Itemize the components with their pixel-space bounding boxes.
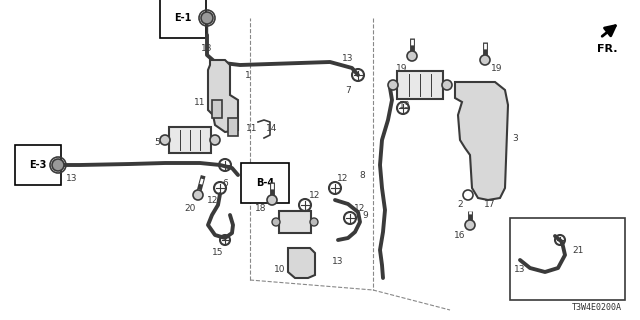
Text: 13: 13: [399, 100, 411, 109]
Text: E-1: E-1: [174, 13, 192, 23]
Polygon shape: [455, 82, 508, 200]
Bar: [212, 100, 222, 118]
Text: 19: 19: [396, 63, 408, 73]
Text: 7: 7: [345, 85, 351, 94]
Circle shape: [388, 80, 398, 90]
Text: 14: 14: [266, 124, 278, 132]
Circle shape: [267, 195, 277, 205]
Circle shape: [480, 55, 490, 65]
Polygon shape: [288, 248, 315, 278]
Circle shape: [201, 12, 213, 24]
Text: 11: 11: [195, 98, 205, 107]
Text: 12: 12: [207, 196, 219, 204]
Text: 12: 12: [309, 190, 321, 199]
Text: 12: 12: [355, 204, 365, 212]
Circle shape: [272, 218, 280, 226]
Text: 1: 1: [245, 70, 251, 79]
Bar: [510, 218, 625, 300]
Text: B-4: B-4: [256, 178, 274, 188]
Text: 4: 4: [462, 81, 468, 90]
Text: 9: 9: [362, 211, 368, 220]
Text: 3: 3: [512, 133, 518, 142]
Text: 13: 13: [342, 53, 354, 62]
Text: 8: 8: [359, 171, 365, 180]
Circle shape: [210, 135, 220, 145]
Text: 16: 16: [454, 230, 466, 239]
Text: 5: 5: [154, 138, 160, 147]
Text: 19: 19: [492, 63, 503, 73]
Text: 11: 11: [246, 124, 258, 132]
Text: 10: 10: [275, 266, 285, 275]
Text: 13: 13: [201, 44, 212, 52]
Text: 2: 2: [457, 199, 463, 209]
Bar: [228, 118, 238, 136]
Text: 17: 17: [484, 199, 496, 209]
Text: E-3: E-3: [29, 160, 47, 170]
Text: 18: 18: [255, 204, 267, 212]
Circle shape: [310, 218, 318, 226]
Text: 12: 12: [337, 173, 349, 182]
Circle shape: [193, 190, 203, 200]
Circle shape: [442, 80, 452, 90]
FancyBboxPatch shape: [169, 127, 211, 153]
Text: FR.: FR.: [597, 44, 618, 54]
Circle shape: [160, 135, 170, 145]
Circle shape: [407, 51, 417, 61]
FancyBboxPatch shape: [397, 71, 443, 99]
Text: T3W4E0200A: T3W4E0200A: [572, 303, 622, 312]
Circle shape: [52, 159, 64, 171]
Circle shape: [465, 220, 475, 230]
Text: 6: 6: [222, 179, 228, 188]
Text: 13: 13: [67, 173, 77, 182]
FancyBboxPatch shape: [279, 211, 311, 233]
Text: 15: 15: [212, 247, 224, 257]
Text: 21: 21: [572, 245, 584, 254]
Polygon shape: [208, 60, 238, 132]
Text: 13: 13: [515, 266, 525, 275]
Text: 13: 13: [332, 258, 344, 267]
Text: 20: 20: [184, 204, 196, 212]
